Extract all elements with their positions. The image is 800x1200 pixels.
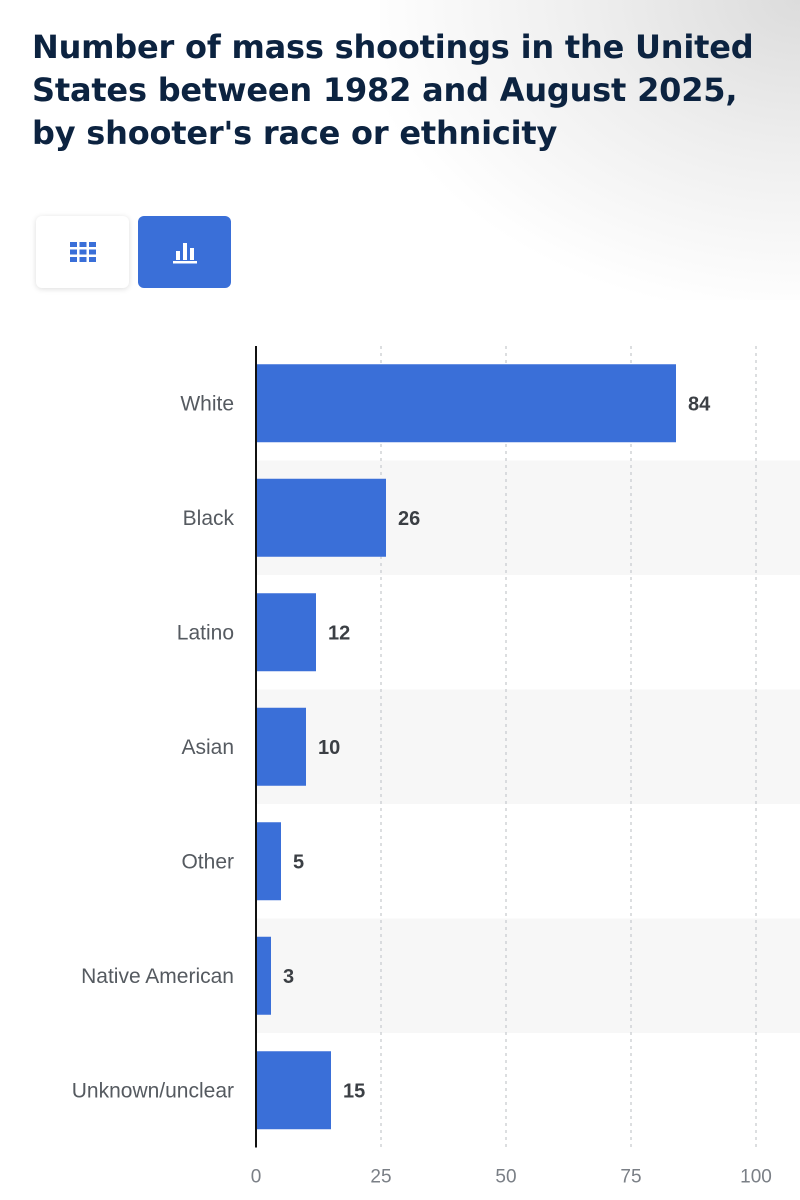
category-label: Asian xyxy=(181,736,234,759)
bar xyxy=(256,936,271,1015)
bar xyxy=(256,364,676,443)
value-label: 15 xyxy=(343,1080,365,1102)
value-label: 5 xyxy=(293,851,304,873)
category-label: Black xyxy=(183,507,235,530)
bar-chart-icon xyxy=(172,243,197,264)
x-tick-label: 100 xyxy=(740,1167,772,1188)
chart-view-button[interactable] xyxy=(138,216,231,288)
chart-area: 0 25 50 75 100 White 84 Black 26 Latino 12 Asian 10 O… xyxy=(0,340,800,1200)
bar xyxy=(256,1051,331,1130)
row-stripe xyxy=(256,918,800,1033)
category-label: Other xyxy=(181,850,234,873)
x-tick-label: 50 xyxy=(495,1167,516,1188)
header-background xyxy=(380,0,800,300)
chart-title: Number of mass shootings in the United S… xyxy=(32,28,754,152)
category-label: Native American xyxy=(81,965,234,988)
bar xyxy=(256,707,306,786)
bar-chart: 0 25 50 75 100 White 84 Black 26 Latino 12 Asian 10 O… xyxy=(72,346,800,1188)
bar xyxy=(256,822,281,901)
x-tick-label: 0 xyxy=(251,1167,262,1188)
value-label: 84 xyxy=(688,393,711,415)
x-tick-label: 25 xyxy=(370,1167,391,1188)
category-label: White xyxy=(180,392,234,415)
value-label: 26 xyxy=(398,508,420,530)
bar xyxy=(256,593,316,672)
value-label: 10 xyxy=(318,737,340,759)
value-label: 3 xyxy=(283,966,294,988)
category-label: Unknown/unclear xyxy=(72,1079,234,1102)
category-label: Latino xyxy=(177,621,234,644)
row-stripe xyxy=(256,689,800,804)
x-tick-label: 75 xyxy=(620,1167,641,1188)
bar xyxy=(256,478,386,557)
table-view-button[interactable] xyxy=(36,216,129,288)
value-label: 12 xyxy=(328,622,350,644)
table-grid-icon xyxy=(69,242,96,262)
